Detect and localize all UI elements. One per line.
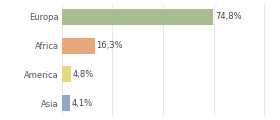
Bar [62, 38, 95, 54]
Text: 4,1%: 4,1% [71, 99, 93, 108]
Bar [62, 66, 71, 82]
Bar [62, 95, 70, 111]
Bar [62, 9, 213, 25]
Text: 16,3%: 16,3% [96, 41, 123, 50]
Text: 4,8%: 4,8% [73, 70, 94, 79]
Text: 74,8%: 74,8% [215, 12, 241, 21]
